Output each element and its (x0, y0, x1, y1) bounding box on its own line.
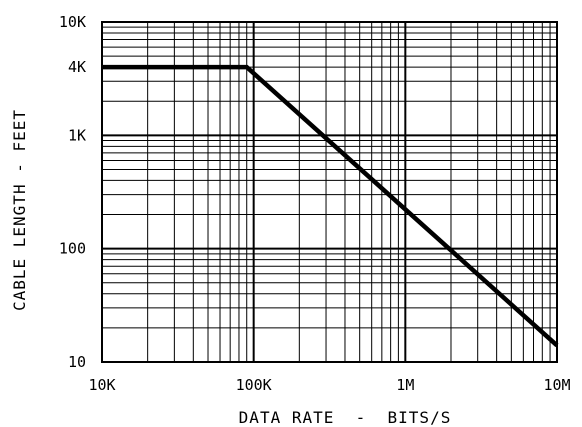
x-tick-label: 10M (543, 376, 570, 394)
x-axis-label: DATA RATE - BITS/S (239, 408, 452, 427)
y-tick-label: 1K (68, 126, 86, 144)
x-tick-label: 10K (88, 376, 115, 394)
y-tick-label: 100 (59, 240, 86, 258)
y-tick-label: 10 (68, 353, 86, 371)
y-tick-label: 10K (59, 13, 86, 31)
y-tick-label: 4K (68, 58, 86, 76)
y-tick-labels: 10 100 1K 4K 10K (59, 13, 86, 371)
plot-frame (101, 21, 558, 363)
x-tick-label: 1M (396, 376, 414, 394)
series-line (102, 64, 559, 348)
y-axis-label: CABLE LENGTH - FEET (10, 109, 29, 311)
x-tick-label: 100K (236, 376, 272, 394)
x-tick-labels: 10K 100K 1M 10M (88, 376, 570, 394)
series-group (102, 64, 559, 348)
